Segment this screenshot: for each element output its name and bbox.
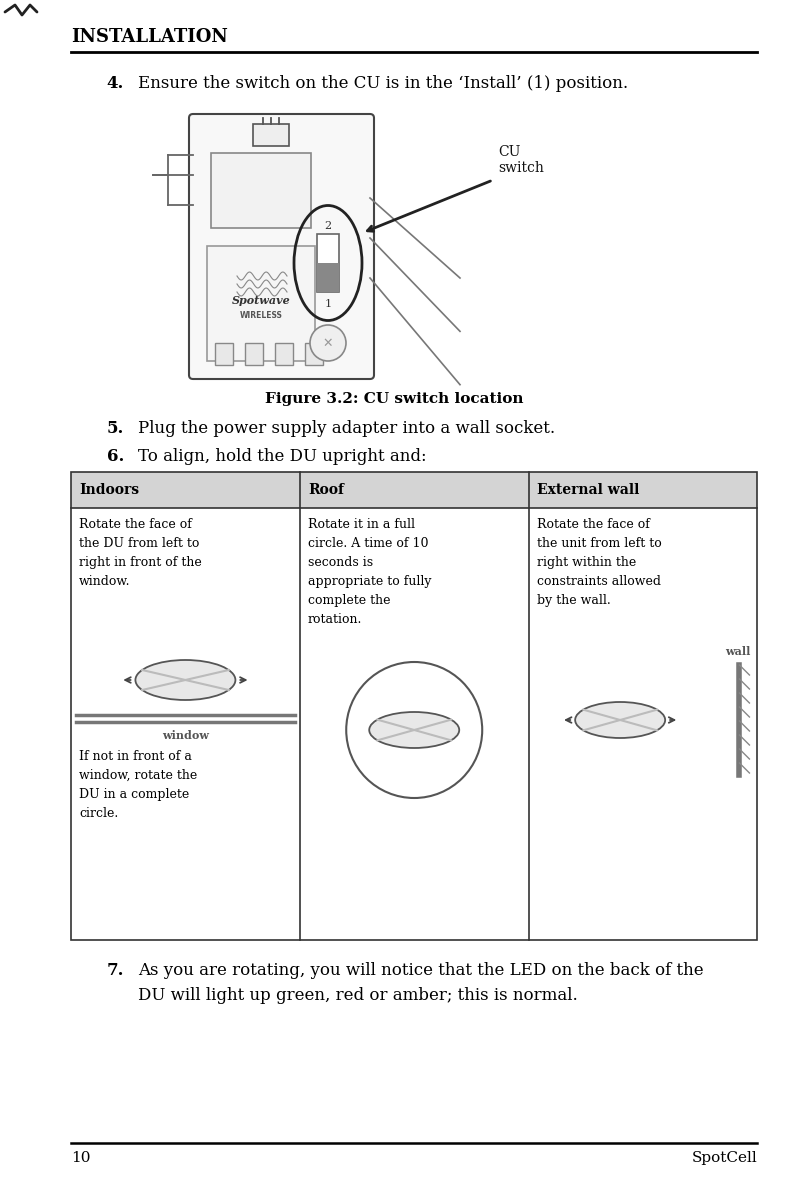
Text: Spotwave: Spotwave — [232, 295, 290, 307]
Text: right within the: right within the — [537, 556, 636, 569]
Text: circle.: circle. — [79, 807, 118, 820]
Text: WIRELESS: WIRELESS — [240, 312, 282, 320]
Text: circle. A time of 10: circle. A time of 10 — [308, 537, 428, 550]
Bar — [317, 263, 339, 292]
Text: appropriate to fully: appropriate to fully — [308, 575, 432, 588]
Text: 10: 10 — [71, 1151, 91, 1165]
Bar — [71, 472, 300, 508]
Text: 2: 2 — [324, 220, 331, 231]
Text: Rotate the face of: Rotate the face of — [79, 518, 192, 531]
Text: Rotate the face of: Rotate the face of — [537, 518, 649, 531]
Bar — [211, 153, 311, 228]
Bar — [207, 246, 315, 361]
Bar — [305, 342, 323, 365]
Text: wall: wall — [725, 646, 750, 656]
Text: 5.: 5. — [107, 419, 124, 437]
Text: the unit from left to: the unit from left to — [537, 537, 661, 550]
Text: DU in a complete: DU in a complete — [79, 788, 189, 801]
Text: window.: window. — [79, 575, 130, 588]
Text: 6.: 6. — [107, 448, 124, 465]
Text: 1: 1 — [324, 299, 331, 309]
Text: 4.: 4. — [107, 75, 124, 92]
Bar — [300, 472, 529, 508]
Text: the DU from left to: the DU from left to — [79, 537, 200, 550]
Text: External wall: External wall — [537, 483, 639, 497]
Bar — [215, 342, 233, 365]
Text: Figure 3.2: CU switch location: Figure 3.2: CU switch location — [265, 392, 524, 406]
Text: INSTALLATION: INSTALLATION — [71, 28, 228, 46]
Text: window, rotate the: window, rotate the — [79, 769, 197, 782]
Text: CU
switch: CU switch — [498, 145, 544, 175]
Text: rotation.: rotation. — [308, 613, 362, 626]
Ellipse shape — [575, 702, 665, 738]
Text: seconds is: seconds is — [308, 556, 373, 569]
Text: Ensure the switch on the CU is in the ‘Install’ (1) position.: Ensure the switch on the CU is in the ‘I… — [138, 75, 628, 92]
Text: right in front of the: right in front of the — [79, 556, 202, 569]
Bar — [529, 472, 757, 508]
Text: Roof: Roof — [308, 483, 344, 497]
Text: 7.: 7. — [107, 962, 124, 979]
Bar — [275, 342, 293, 365]
Text: If not in front of a: If not in front of a — [79, 750, 192, 763]
FancyBboxPatch shape — [189, 114, 374, 379]
Text: Rotate it in a full: Rotate it in a full — [308, 518, 415, 531]
Text: window: window — [162, 730, 209, 741]
Text: constraints allowed: constraints allowed — [537, 575, 660, 588]
Ellipse shape — [369, 712, 459, 748]
Text: As you are rotating, you will notice that the LED on the back of the: As you are rotating, you will notice tha… — [138, 962, 704, 979]
Circle shape — [310, 325, 346, 361]
Text: ✕: ✕ — [323, 337, 333, 350]
Bar — [317, 233, 339, 292]
Text: Indoors: Indoors — [79, 483, 139, 497]
Text: Plug the power supply adapter into a wall socket.: Plug the power supply adapter into a wal… — [138, 419, 555, 437]
Text: by the wall.: by the wall. — [537, 594, 611, 607]
Bar — [245, 342, 263, 365]
Bar — [71, 472, 757, 940]
Text: To align, hold the DU upright and:: To align, hold the DU upright and: — [138, 448, 427, 465]
Ellipse shape — [136, 660, 235, 700]
Text: SpotCell: SpotCell — [692, 1151, 757, 1165]
Text: DU will light up green, red or amber; this is normal.: DU will light up green, red or amber; th… — [138, 987, 578, 1004]
Text: complete the: complete the — [308, 594, 391, 607]
Bar — [253, 124, 290, 146]
